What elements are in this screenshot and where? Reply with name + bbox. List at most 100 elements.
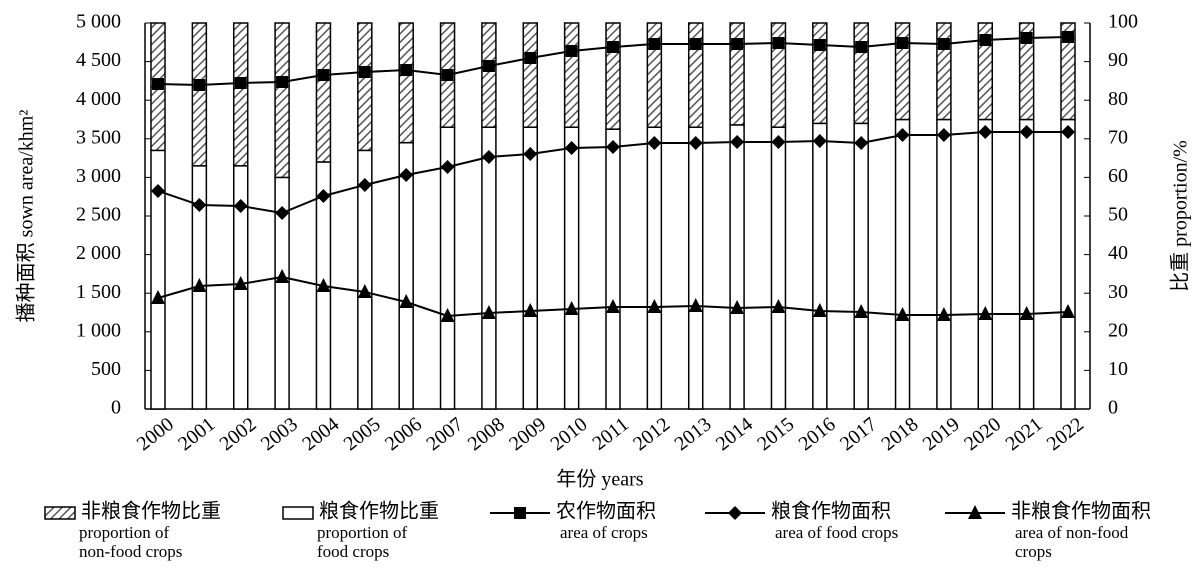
- marker-square: [565, 45, 578, 58]
- marker-square: [193, 78, 206, 91]
- legend-label: 粮食作物比重: [319, 500, 439, 523]
- marker-diamond: [647, 135, 662, 150]
- marker-triangle: [192, 278, 207, 293]
- legend-label-en: area of food crops: [775, 523, 898, 542]
- y2-tick-label: 80: [1108, 88, 1128, 110]
- marker-triangle: [440, 307, 455, 322]
- x-tick-label: 2020: [960, 413, 1005, 455]
- legend-label-en: non-food crops: [79, 542, 182, 561]
- marker-triangle: [606, 299, 620, 314]
- bar: [1018, 22, 1035, 121]
- marker-square: [1062, 30, 1074, 43]
- marker-triangle: [523, 303, 538, 318]
- y-tick-label: 3 000: [76, 165, 121, 187]
- y-tick-label: 2 500: [76, 204, 121, 226]
- bar: [770, 22, 787, 128]
- bar: [522, 22, 539, 128]
- marker-square: [896, 36, 909, 49]
- x-tick-label: 2016: [795, 413, 840, 455]
- legend-swatch: [44, 506, 76, 520]
- x-tick-label: 2011: [588, 413, 632, 455]
- marker-triangle: [316, 278, 331, 293]
- marker-triangle: [151, 289, 165, 304]
- legend-label-en: area of crops: [560, 523, 648, 542]
- marker-triangle: [647, 299, 662, 314]
- legend-label-en: area of non-food: [1015, 523, 1129, 542]
- x-tick-label: 2012: [629, 413, 674, 455]
- x-tick-label: 2018: [877, 413, 922, 455]
- bar: [1060, 118, 1076, 410]
- x-tick-label: 2001: [174, 413, 219, 455]
- marker-triangle: [1061, 304, 1075, 319]
- bar: [853, 22, 869, 125]
- y2-tick-label: 10: [1108, 358, 1128, 380]
- marker-diamond: [936, 128, 951, 143]
- marker-square: [317, 69, 330, 82]
- marker-diamond: [151, 183, 165, 198]
- marker-square: [1020, 31, 1033, 44]
- bar: [563, 126, 580, 410]
- marker-triangle: [564, 301, 579, 316]
- marker-square: [607, 41, 619, 54]
- y-tick-label: 4 000: [76, 88, 121, 110]
- marker-square: [979, 33, 992, 46]
- marker-square: [855, 41, 868, 54]
- bar: [357, 22, 373, 152]
- x-tick-label: 2007: [422, 413, 467, 455]
- legend-label: 非粮食作物比重: [81, 500, 221, 523]
- y2-tick-label: 0: [1108, 397, 1118, 419]
- y-tick-label: 0: [111, 397, 121, 419]
- x-tick-label: 2017: [836, 413, 881, 455]
- marker-diamond: [606, 139, 620, 154]
- marker-triangle: [812, 303, 827, 318]
- marker-square: [400, 64, 413, 77]
- marker-diamond: [895, 128, 910, 143]
- marker-square: [441, 69, 454, 82]
- y2-tick-label: 20: [1108, 319, 1128, 341]
- marker-square: [648, 37, 661, 50]
- marker-diamond: [728, 506, 742, 520]
- marker-diamond: [1019, 125, 1034, 140]
- marker-triangle: [854, 304, 869, 319]
- legend-label-en: food crops: [317, 542, 389, 561]
- x-tick-label: 2002: [216, 413, 261, 455]
- marker-triangle: [936, 306, 951, 321]
- x-tick-label: 2006: [381, 413, 426, 455]
- legend-label-en: proportion of: [317, 523, 408, 542]
- marker-diamond: [688, 135, 703, 150]
- legend-swatch: [282, 506, 314, 520]
- y-tick-label: 1 500: [76, 281, 121, 303]
- marker-square: [482, 60, 495, 73]
- bar: [853, 122, 869, 410]
- y2-axis-title: 比重 proportion/%: [1169, 140, 1192, 292]
- y2-tick-label: 60: [1108, 165, 1128, 187]
- x-tick-label: 2019: [919, 413, 964, 455]
- marker-diamond: [316, 189, 331, 204]
- marker-square: [234, 76, 247, 89]
- marker-triangle: [688, 298, 703, 313]
- marker-square: [937, 37, 950, 50]
- marker-diamond: [564, 140, 579, 155]
- marker-square: [772, 36, 785, 49]
- bar: [522, 126, 539, 410]
- legend-label: 非粮食作物面积: [1011, 500, 1151, 523]
- marker-square: [276, 75, 289, 88]
- marker-triangle: [1019, 305, 1034, 320]
- marker-diamond: [481, 150, 496, 165]
- y-tick-label: 500: [91, 358, 121, 380]
- x-tick-label: 2015: [753, 413, 798, 455]
- bar: [770, 126, 787, 410]
- y-tick-label: 1 000: [76, 319, 121, 341]
- x-tick-label: 2010: [546, 413, 591, 455]
- y2-tick-label: 40: [1108, 242, 1128, 264]
- bar: [687, 126, 704, 410]
- marker-square: [731, 37, 744, 50]
- legend-label: 粮食作物面积: [771, 500, 891, 523]
- marker-triangle: [399, 294, 414, 309]
- bar: [398, 141, 414, 410]
- x-tick-label: 2022: [1043, 413, 1088, 455]
- x-tick-label: 2008: [464, 413, 509, 455]
- bar: [936, 22, 952, 121]
- bar: [646, 126, 663, 410]
- y2-tick-label: 90: [1108, 49, 1128, 71]
